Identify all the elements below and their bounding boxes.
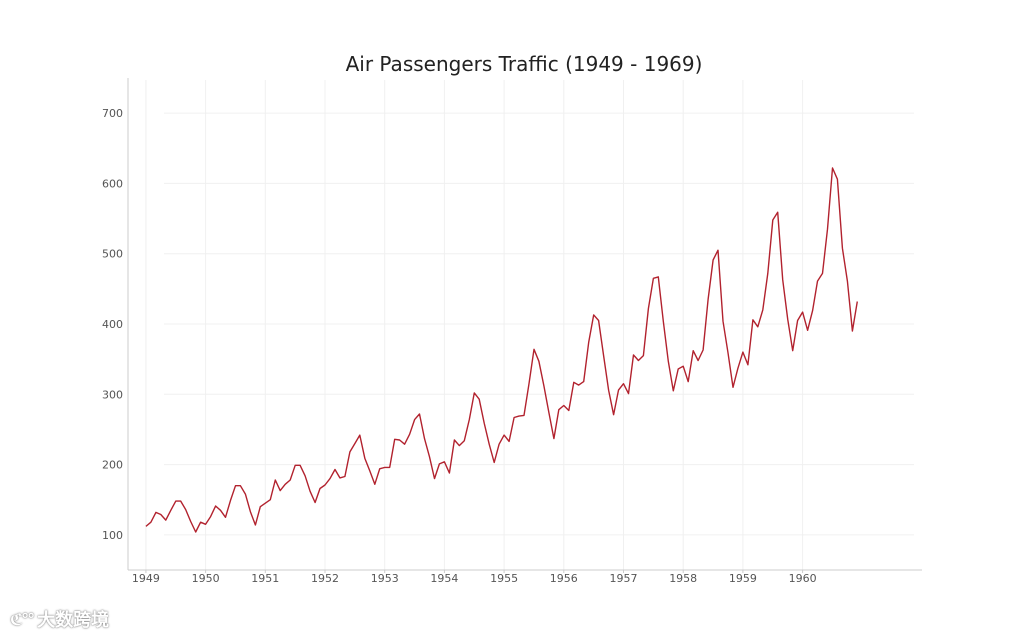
y-tick-label: 300 (102, 388, 123, 401)
axes (127, 78, 922, 571)
watermark-text: 大数跨境 (37, 610, 110, 631)
x-tick-label: 1954 (430, 572, 458, 585)
tick-labels: 100 200 300 400 500 600 700 1949 1950 1951 1952 195… (102, 107, 817, 585)
x-tick-label: 1959 (729, 572, 757, 585)
x-tick-label: 1957 (610, 572, 638, 585)
x-tick-label: 1960 (789, 572, 817, 585)
series-line-passengers (145, 167, 858, 533)
watermark: ℭ°° 大数跨境 (10, 606, 109, 632)
x-tick-label: 1949 (132, 572, 160, 585)
y-tick-label: 100 (102, 529, 123, 542)
x-tick-label: 1952 (311, 572, 339, 585)
x-tick-label: 1958 (669, 572, 697, 585)
x-tick-label: 1950 (192, 572, 220, 585)
x-tick-label: 1953 (371, 572, 399, 585)
y-tick-label: 600 (102, 177, 123, 190)
y-tick-label: 400 (102, 318, 123, 331)
x-tick-label: 1955 (490, 572, 518, 585)
chart-title: Air Passengers Traffic (1949 - 1969) (346, 52, 703, 76)
y-tick-label: 500 (102, 248, 123, 261)
series (145, 167, 858, 533)
x-tick-label: 1951 (251, 572, 279, 585)
y-tick-label: 700 (102, 107, 123, 120)
y-tick-label: 200 (102, 459, 123, 472)
x-tick-label: 1956 (550, 572, 578, 585)
watermark-logo-icon: ℭ°° (10, 609, 35, 629)
grid (145, 80, 914, 570)
